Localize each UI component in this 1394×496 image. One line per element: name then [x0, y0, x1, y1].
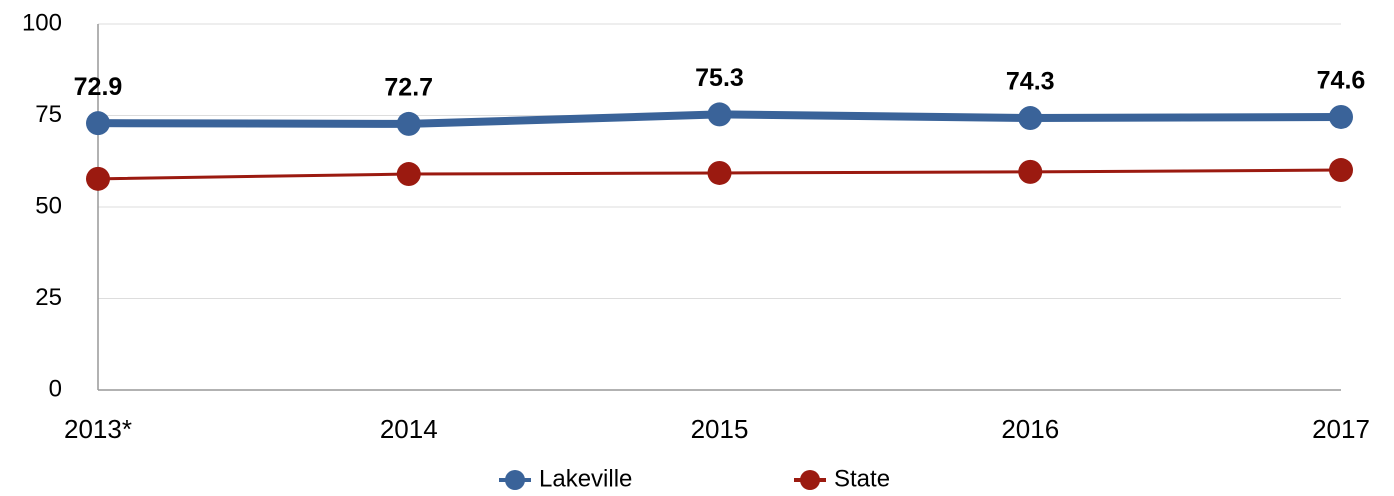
- point: [707, 160, 732, 185]
- point: [1329, 104, 1353, 129]
- legend-label: State: [834, 465, 890, 492]
- y-tick-label: 100: [22, 9, 62, 36]
- point: [1018, 159, 1043, 184]
- y-tick-label: 25: [35, 284, 62, 311]
- data-label: 74.3: [1006, 68, 1055, 96]
- y-tick-label: 50: [35, 192, 62, 219]
- y-tick-label: 0: [49, 375, 62, 402]
- data-label: 72.9: [74, 73, 123, 101]
- legend-marker: [505, 470, 525, 490]
- x-tick-label: 2017: [1312, 414, 1370, 444]
- point: [707, 102, 732, 127]
- x-tick-label: 2015: [691, 414, 749, 444]
- data-label: 75.3: [695, 64, 744, 92]
- point: [1329, 158, 1353, 183]
- x-tick-label: 2014: [380, 414, 438, 444]
- x-tick-label: 2013*: [64, 414, 132, 444]
- point: [396, 162, 421, 187]
- point: [1018, 106, 1043, 131]
- data-label: 74.6: [1317, 67, 1366, 95]
- y-tick-label: 75: [35, 101, 62, 128]
- point: [396, 111, 421, 136]
- legend-marker: [800, 470, 820, 490]
- point: [86, 111, 110, 136]
- point: [86, 166, 110, 191]
- x-tick-label: 2016: [1001, 414, 1059, 444]
- data-label: 72.7: [384, 74, 433, 102]
- legend-label: Lakeville: [539, 465, 632, 492]
